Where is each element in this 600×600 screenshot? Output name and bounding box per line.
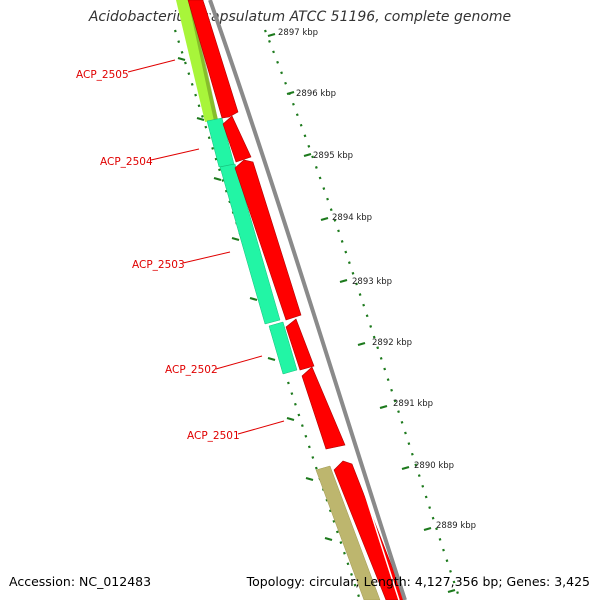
tick-label-2893: 2893 kbp <box>352 277 392 287</box>
orf-arrow <box>285 318 315 371</box>
tick-label-2891: 2891 kbp <box>393 399 433 409</box>
gene-feature-acp2503 <box>219 163 281 325</box>
gene-feature-acp2505 <box>176 0 218 122</box>
gene-label-acp2504: ACP_2504 <box>100 156 153 168</box>
tick-label-2895: 2895 kbp <box>313 151 353 161</box>
orf-arrow <box>187 0 239 119</box>
tick-label-2889: 2889 kbp <box>436 521 476 531</box>
accession-text: Accession: NC_012483 <box>9 574 152 589</box>
gene-label-acp2501: ACP_2501 <box>187 430 240 442</box>
orf-arrow <box>234 159 302 321</box>
gene-label-acp2505: ACP_2505 <box>76 69 129 81</box>
outer-kbp-ruler <box>263 29 462 600</box>
orf-arrow <box>301 366 346 450</box>
tick-label-2896: 2896 kbp <box>296 89 336 99</box>
gene-label-acp2502: ACP_2502 <box>165 364 218 376</box>
tick-label-2894: 2894 kbp <box>332 213 372 223</box>
gene-feature-tan <box>315 465 381 600</box>
genome-summary-text: Topology: circular; Length: 4,127,356 bp… <box>246 574 590 589</box>
tick-label-2897: 2897 kbp <box>278 28 318 38</box>
tick-label-2892: 2892 kbp <box>372 338 412 348</box>
kbp-tick-labels: 2897 kbp 2896 kbp 2895 kbp 2894 kbp 2893… <box>278 28 476 531</box>
gene-feature-acp2502 <box>268 321 298 375</box>
gene-label-acp2503: ACP_2503 <box>132 259 185 271</box>
orf-arrow <box>222 115 252 163</box>
genome-backbone <box>203 0 407 600</box>
gene-label-leaders <box>127 59 285 435</box>
tick-label-2890: 2890 kbp <box>414 461 454 471</box>
gene-labels: ACP_2505 ACP_2504 ACP_2503 ACP_2502 ACP_… <box>76 69 240 442</box>
